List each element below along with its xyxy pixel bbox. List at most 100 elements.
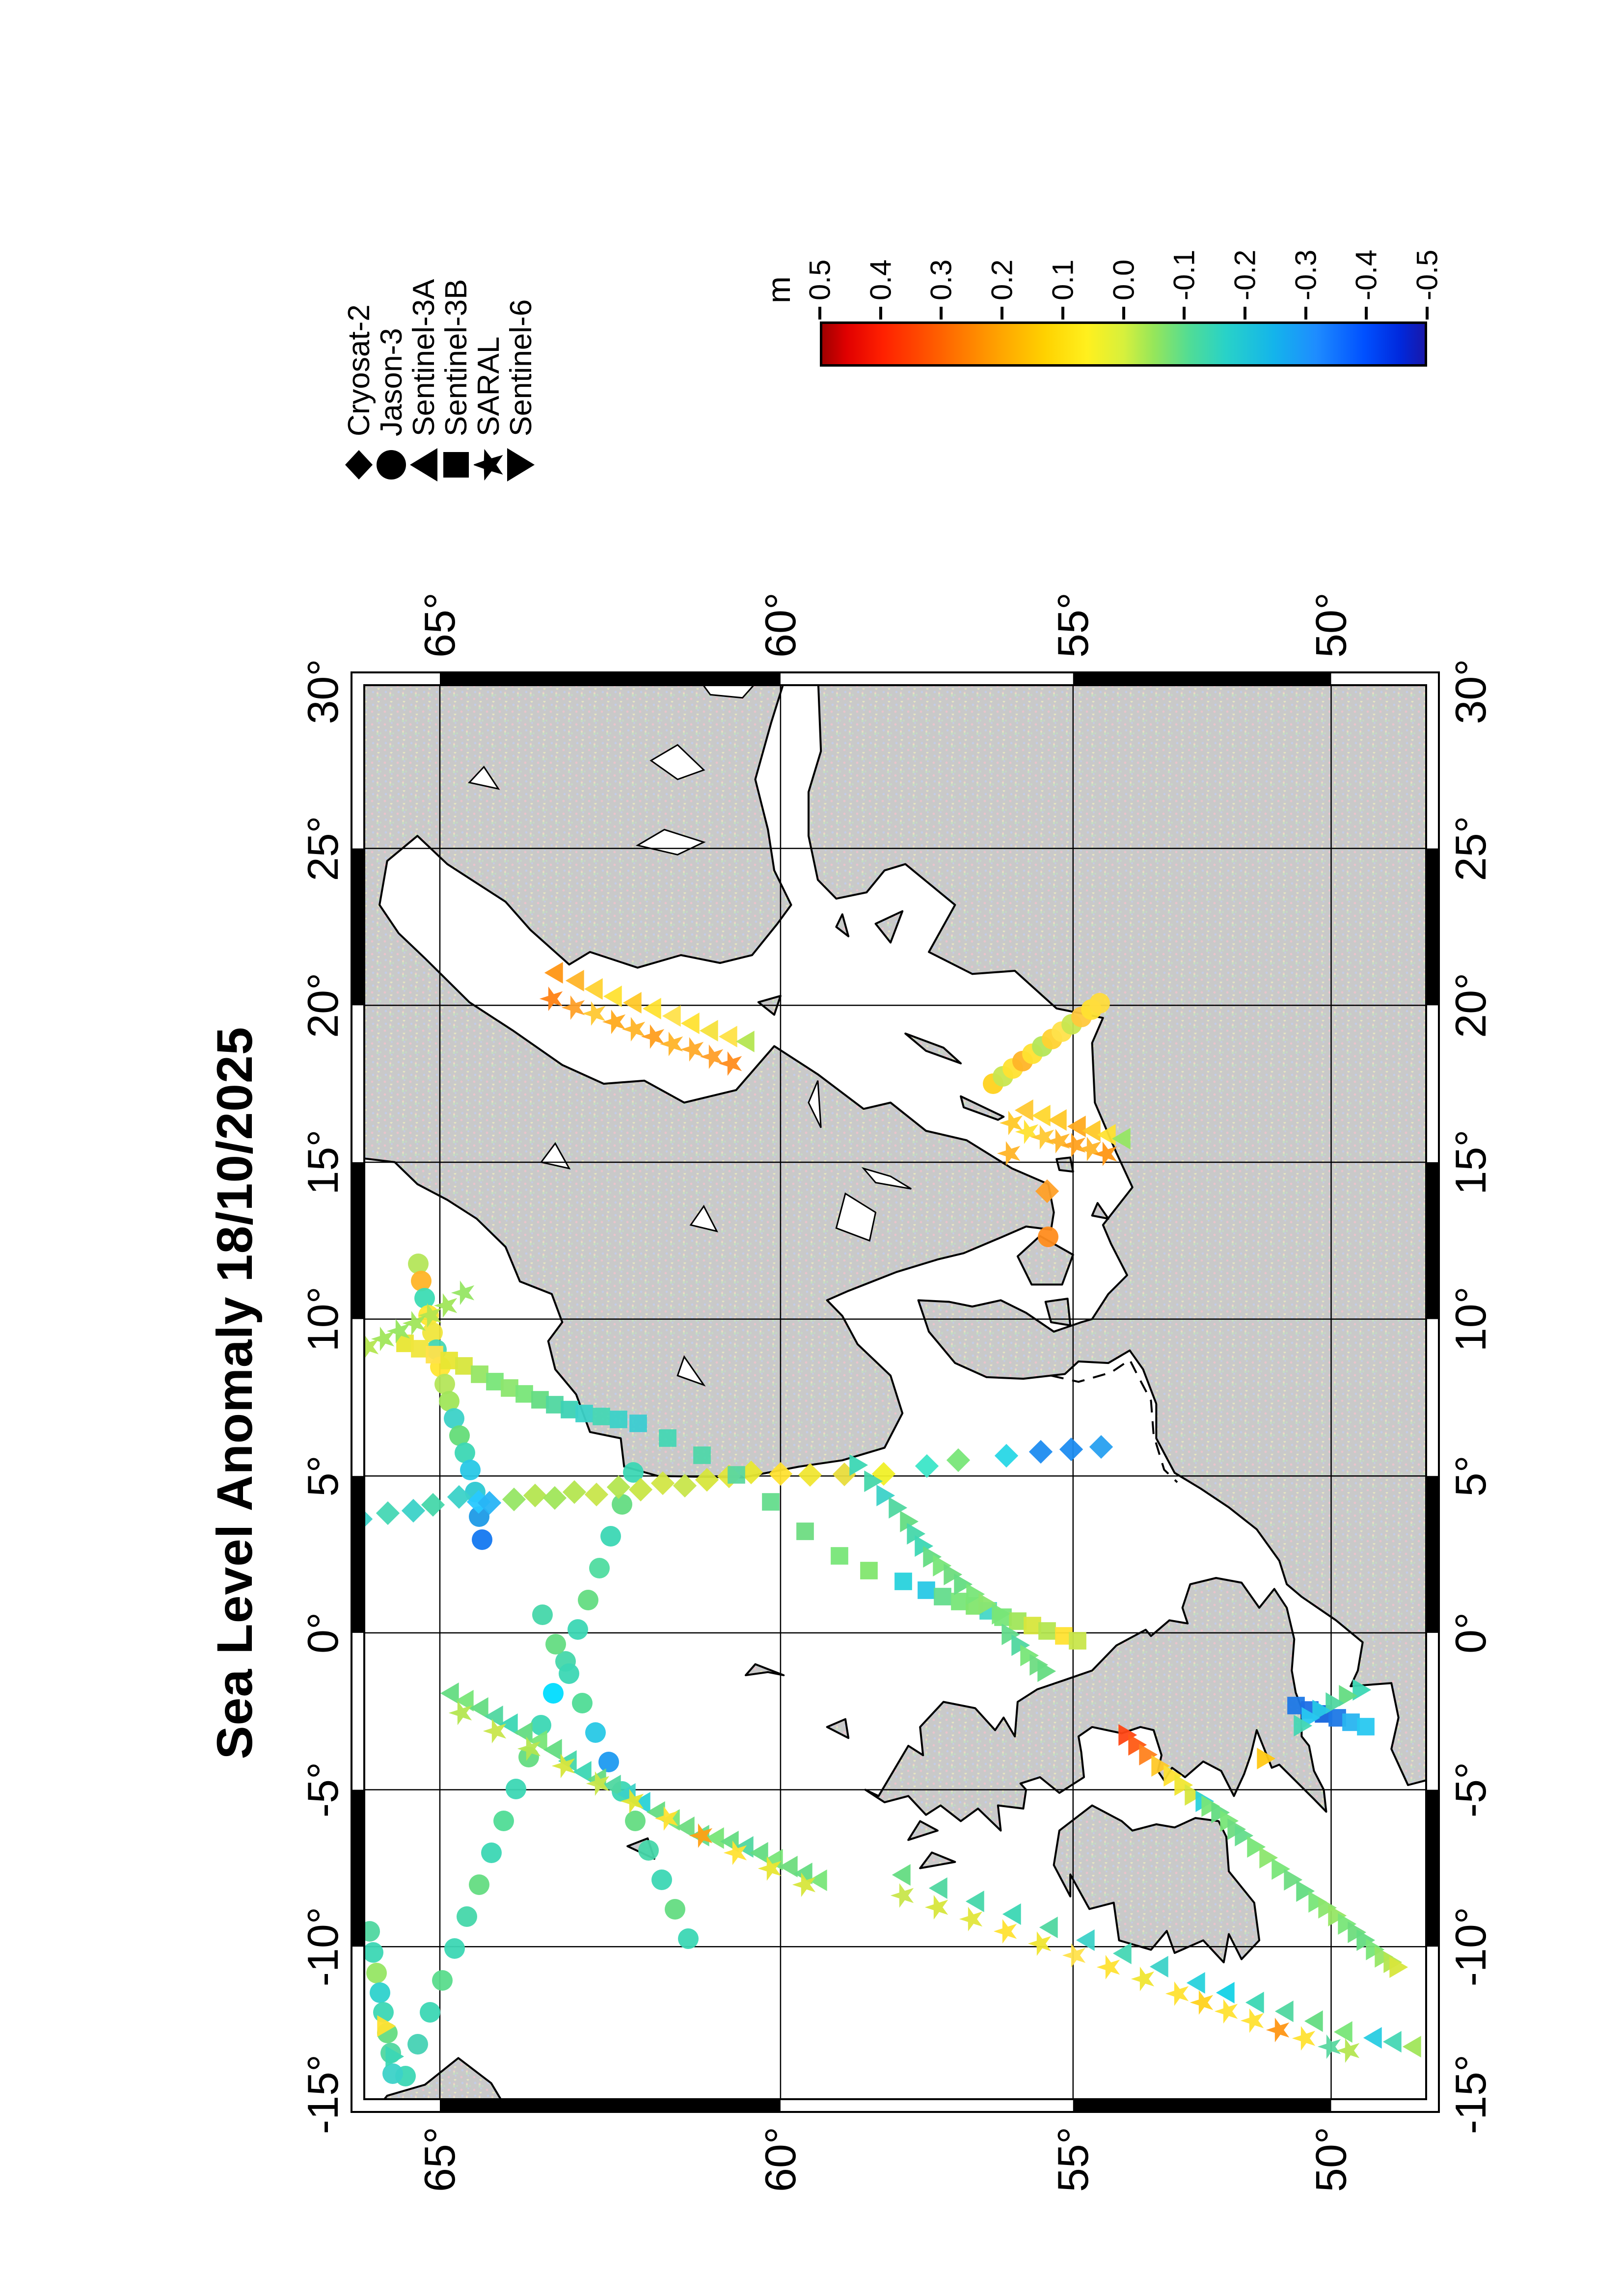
track-point-sentinel-6	[1174, 1774, 1193, 1796]
satellite-legend: Cryosat-2 Jason-3 Sentinel-3A Sentinel-3B SA…	[342, 279, 538, 482]
track-point-cryosat-2	[798, 1463, 822, 1487]
track-point-saral	[654, 1806, 678, 1831]
track-point-sentinel-3a	[1076, 1929, 1095, 1951]
track-point-sentinel-6	[1151, 1755, 1170, 1777]
lon-label-bottom: 25°	[1446, 816, 1495, 881]
track-point-sentinel-3b	[546, 1396, 564, 1414]
lake-vattern	[861, 1167, 912, 1190]
track-point-cryosat-2	[994, 1443, 1019, 1468]
lon-label-bottom: -5°	[1446, 1762, 1495, 1817]
track-point-sentinel-3b	[593, 1408, 610, 1425]
track-point-sentinel-3b	[531, 1391, 549, 1409]
track-point-sentinel-3a	[1002, 1903, 1021, 1925]
track-point-sentinel-3a	[779, 1855, 798, 1878]
track-point-saral	[689, 1823, 713, 1848]
lake-vanern	[835, 1192, 877, 1242]
track-point-sentinel-3a	[499, 1713, 518, 1735]
track-point-sentinel-3b	[659, 1429, 676, 1447]
lat-label-right: 60°	[756, 592, 805, 658]
track-point-jason-3	[638, 1840, 659, 1861]
lon-label-top: 15°	[298, 1129, 347, 1195]
track-point-sentinel-6	[1308, 1891, 1327, 1913]
land-orkney	[826, 1718, 850, 1739]
track-point-sentinel-6	[1247, 1836, 1266, 1858]
track-point-jason-3	[422, 1322, 443, 1343]
track-point-saral	[586, 1771, 610, 1796]
track-point-cryosat-2	[364, 1507, 373, 1531]
lon-label-top: 30°	[298, 659, 347, 724]
track-point-saral	[890, 1883, 914, 1908]
track-point-jason-3	[364, 1942, 383, 1963]
track-point-sentinel-6	[1389, 1956, 1408, 1978]
satellite-track-jason-3-4	[983, 993, 1110, 1094]
track-point-sentinel-3b	[1038, 1622, 1056, 1640]
track-point-sentinel-3b	[934, 1588, 951, 1605]
track-point-sentinel-3b	[486, 1373, 504, 1390]
track-point-sentinel-3a	[1031, 1104, 1051, 1127]
track-point-jason-3	[469, 1506, 489, 1527]
track-point-sentinel-3a	[514, 1721, 533, 1744]
diamond-icon	[345, 450, 373, 480]
track-point-cryosat-2	[606, 1475, 631, 1499]
track-point-cryosat-2	[401, 1498, 426, 1523]
track-point-sentinel-3b	[610, 1411, 627, 1428]
track-point-cryosat-2	[695, 1468, 719, 1492]
track-point-sentinel-6	[915, 1535, 934, 1557]
track-point-saral	[757, 1856, 782, 1881]
map-frame	[351, 671, 1440, 2113]
track-point-saral	[659, 1032, 683, 1056]
track-point-sentinel-3a	[631, 1791, 650, 1814]
star-icon	[474, 449, 503, 481]
track-point-jason-3	[589, 1558, 610, 1578]
track-point-saral	[1093, 1142, 1117, 1166]
track-point-sentinel-3a	[1363, 2027, 1382, 2049]
track-point-sentinel-3a	[892, 1864, 911, 1886]
track-point-sentinel-3b	[1009, 1612, 1027, 1630]
track-point-sentinel-3b	[440, 1352, 458, 1369]
track-point-sentinel-3b	[1024, 1617, 1041, 1634]
track-point-saral	[1062, 1943, 1086, 1968]
land-sjaelland	[1016, 1235, 1074, 1286]
track-point-jason-3	[572, 1693, 593, 1713]
track-point-sentinel-6	[966, 1583, 985, 1605]
track-point-jason-3	[559, 1663, 579, 1684]
track-point-jason-3	[444, 1938, 465, 1959]
track-point-saral	[1028, 1931, 1052, 1956]
track-point-sentinel-6	[978, 1593, 998, 1615]
track-point-saral	[1292, 2026, 1316, 2051]
track-point-sentinel-3b	[426, 1346, 443, 1363]
track-point-saral	[999, 1111, 1023, 1135]
satellite-track-sentinel-6-10	[849, 1454, 1056, 1682]
land-gotland	[904, 1032, 962, 1065]
lon-label-top: 10°	[298, 1286, 347, 1352]
track-point-sentinel-3a	[1067, 1115, 1086, 1138]
lon-label-top: -10°	[298, 1907, 347, 1986]
track-point-saral	[561, 995, 585, 1020]
track-point-jason-3	[414, 1288, 435, 1308]
lake-malaren	[808, 1080, 822, 1128]
track-point-saral	[433, 1293, 458, 1318]
lake-oulujarvi	[468, 765, 500, 790]
lat-label-right: 65°	[415, 592, 464, 658]
track-point-jason-3	[481, 1842, 502, 1863]
track-point-cryosat-2	[946, 1448, 971, 1472]
track-point-sentinel-3a	[735, 1030, 755, 1053]
track-point-sentinel-6	[954, 1573, 973, 1596]
track-point-saral	[1046, 1129, 1070, 1153]
lat-label-left: 60°	[756, 2127, 805, 2192]
satellite-track-sentinel-6-11	[1118, 1724, 1408, 1978]
track-point-saral	[622, 1017, 646, 1041]
track-point-sentinel-3a	[544, 961, 563, 984]
track-point-sentinel-6	[1312, 1699, 1331, 1722]
circle-icon	[377, 450, 406, 480]
track-point-sentinel-3a	[528, 1730, 547, 1752]
track-point-jason-3	[578, 1590, 598, 1610]
track-point-sentinel-3a	[1333, 2021, 1352, 2043]
satellite-track-cryosat-2-7	[1035, 1179, 1059, 1203]
satellite-track-saral-22	[890, 1883, 1360, 2063]
legend-item-sentinel-3b: Sentinel-3B	[439, 279, 473, 482]
track-point-sentinel-3b	[894, 1573, 912, 1590]
lake-saimaa	[649, 744, 705, 780]
